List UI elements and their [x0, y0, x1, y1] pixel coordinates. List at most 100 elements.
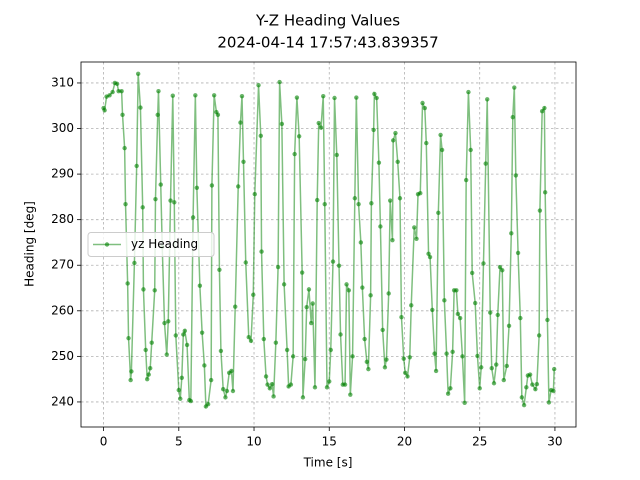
- data-point: [403, 370, 408, 375]
- data-point: [457, 315, 463, 321]
- data-point: [420, 100, 425, 106]
- data-point: [530, 382, 535, 387]
- data-point: [304, 304, 309, 310]
- data-point: [148, 366, 153, 371]
- data-point: [521, 402, 527, 408]
- data-point: [380, 327, 385, 333]
- data-point: [462, 400, 467, 406]
- data-point: [376, 160, 382, 165]
- data-point: [306, 287, 312, 292]
- data-point: [152, 288, 157, 293]
- data-point: [233, 304, 238, 309]
- data-point: [181, 332, 186, 337]
- data-point: [318, 125, 324, 130]
- data-point: [279, 121, 285, 127]
- data-point: [312, 385, 318, 390]
- data-point: [386, 291, 391, 296]
- data-point: [338, 332, 343, 337]
- data-point: [366, 366, 371, 372]
- data-point: [542, 190, 548, 195]
- data-point: [238, 120, 243, 125]
- data-point: [107, 93, 112, 98]
- data-point: [546, 400, 552, 405]
- data-point: [362, 336, 367, 342]
- data-point: [488, 310, 493, 315]
- chart-title: Y-Z Heading Values: [255, 12, 400, 30]
- data-point: [158, 182, 163, 187]
- data-point: [277, 79, 282, 85]
- legend: yz Heading: [87, 232, 215, 257]
- data-point: [409, 303, 414, 308]
- data-point: [190, 215, 196, 220]
- data-point: [263, 374, 269, 379]
- data-point: [534, 381, 540, 387]
- data-point: [258, 133, 263, 139]
- data-point: [360, 285, 365, 290]
- data-point: [251, 292, 256, 298]
- data-point: [527, 372, 533, 377]
- data-point: [463, 177, 469, 183]
- data-point: [477, 386, 482, 391]
- data-point: [224, 388, 230, 394]
- data-point: [217, 267, 222, 272]
- data-point: [246, 335, 251, 340]
- x-tick-label: 15: [322, 435, 337, 449]
- data-point: [310, 301, 315, 306]
- data-point: [202, 363, 207, 368]
- data-point: [346, 288, 352, 293]
- y-tick-label: 240: [51, 394, 74, 408]
- data-point: [156, 88, 161, 94]
- data-point: [145, 376, 150, 382]
- data-point: [296, 134, 302, 139]
- data-point: [275, 264, 281, 270]
- x-tick-label: 5: [175, 435, 183, 449]
- data-point: [501, 377, 506, 383]
- data-point: [330, 259, 336, 264]
- data-point: [460, 354, 465, 359]
- data-point: [173, 333, 178, 338]
- data-point: [170, 93, 175, 98]
- data-point: [344, 282, 349, 287]
- data-point: [466, 89, 471, 95]
- data-point: [265, 382, 270, 387]
- data-point: [166, 319, 171, 324]
- data-point: [495, 312, 500, 318]
- data-point: [322, 201, 327, 207]
- data-point: [176, 387, 181, 393]
- data-point: [491, 381, 497, 386]
- data-point: [128, 377, 133, 383]
- data-point: [378, 224, 383, 229]
- data-point: [299, 270, 305, 275]
- y-tick-label: 280: [51, 212, 74, 226]
- data-point: [292, 151, 297, 157]
- data-point: [315, 197, 320, 203]
- data-point: [209, 183, 215, 188]
- x-tick-label: 0: [100, 435, 108, 449]
- data-point: [140, 205, 145, 210]
- data-point: [533, 386, 538, 392]
- data-point: [197, 283, 203, 288]
- data-point: [239, 93, 245, 99]
- y-tick-label: 250: [51, 349, 74, 363]
- y-tick-label: 310: [51, 75, 74, 89]
- data-point: [469, 270, 475, 276]
- data-point: [294, 95, 300, 100]
- data-point: [261, 336, 267, 342]
- data-point: [300, 395, 306, 400]
- data-point: [445, 391, 451, 396]
- data-point: [509, 231, 514, 236]
- data-point: [485, 97, 490, 102]
- data-point: [256, 83, 261, 88]
- data-point: [273, 340, 279, 345]
- data-point: [110, 89, 115, 95]
- data-point: [405, 374, 410, 379]
- data-point: [241, 159, 246, 164]
- data-point: [271, 394, 276, 399]
- data-point: [116, 88, 121, 94]
- data-point: [236, 184, 241, 189]
- legend-box: [87, 232, 215, 257]
- data-point: [135, 71, 141, 77]
- legend-marker: [104, 242, 110, 247]
- data-point: [164, 352, 169, 357]
